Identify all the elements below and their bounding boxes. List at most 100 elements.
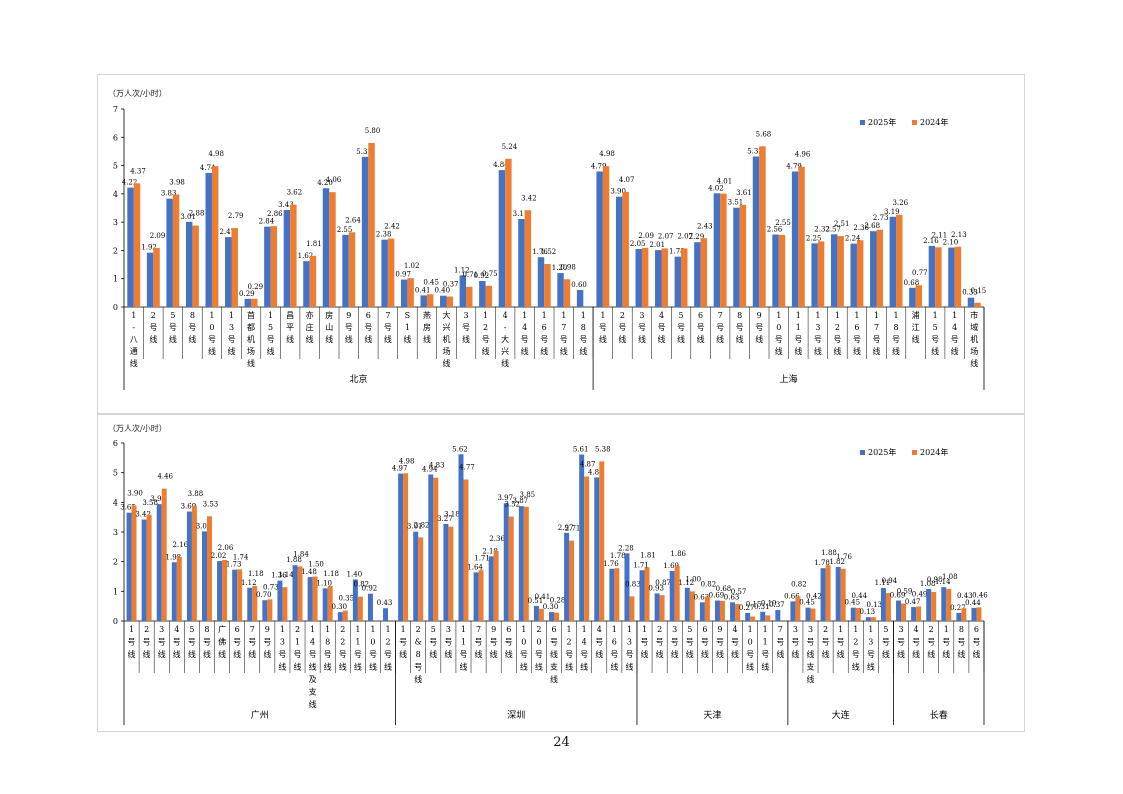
data-label-2025: 1.98 xyxy=(166,553,182,561)
bar-chart-1: 0 1 2 3 4 5 6 7 4.22 4.37 1 -八通线 1.92 2.09 2 号线 3.83 3.98… xyxy=(113,105,986,390)
data-label-2025: 2.25 xyxy=(806,234,822,242)
data-label-2025: 2.28 xyxy=(618,544,634,552)
x-tick-label: 1 2 号线 xyxy=(852,625,860,672)
bar-2025 xyxy=(635,249,642,307)
data-label-2024: 4.06 xyxy=(326,176,342,184)
bar-2025 xyxy=(760,611,766,621)
y-tick-label: 1 xyxy=(113,587,118,596)
bar-2024 xyxy=(931,591,937,621)
bar-2024 xyxy=(876,229,883,307)
data-label-2024: 1.81 xyxy=(306,240,322,248)
bar-2025 xyxy=(820,568,826,621)
bar-2025 xyxy=(775,610,781,621)
x-tick-label: 1 号线 xyxy=(599,311,607,344)
x-tick-label: 1 3 号线 xyxy=(867,625,875,672)
bar-2024 xyxy=(222,559,228,621)
bar-2024 xyxy=(719,600,725,621)
data-label-2025: 4.22 xyxy=(122,179,138,187)
bar-2025 xyxy=(400,279,408,307)
x-tick-label: 2 号线 xyxy=(149,311,157,344)
x-tick-label: 1 1 号线 xyxy=(354,625,362,672)
data-label-2025: 0.93 xyxy=(648,584,664,592)
x-tick-label: 1 4 号线 xyxy=(580,625,588,672)
data-label-2024: 5.38 xyxy=(595,445,611,453)
data-label-2024: 2.36 xyxy=(489,535,505,543)
bar-2025 xyxy=(156,504,162,621)
bar-2024 xyxy=(342,610,348,621)
data-label-2025: 3.87 xyxy=(513,497,529,505)
bar-2024 xyxy=(935,247,942,307)
x-tick-label: 亦庄线 xyxy=(306,310,314,344)
bar-2024 xyxy=(735,604,741,621)
x-tick-label: 3 号线 xyxy=(444,625,452,659)
data-label-2024: 3.90 xyxy=(127,489,143,497)
data-label-2024: 0.45 xyxy=(423,278,439,286)
x-tick-label: 5 号线 xyxy=(429,625,437,659)
data-label-2024: 0.37 xyxy=(443,281,459,289)
x-tick-label: 1 7 号线 xyxy=(560,311,568,356)
bar-2025 xyxy=(283,209,291,307)
bar-2024 xyxy=(485,285,493,307)
bar-2024 xyxy=(778,234,786,307)
bar-2024 xyxy=(674,565,680,621)
data-label-2024: 0.59 xyxy=(897,587,913,595)
x-tick-label: 1 2 号线 xyxy=(384,625,392,672)
bar-2024 xyxy=(146,514,152,621)
bar-2025 xyxy=(850,243,857,307)
bar-2024 xyxy=(798,166,805,307)
bar-2024 xyxy=(172,194,180,307)
legend-swatch-2024 xyxy=(912,450,917,455)
bar-2024 xyxy=(329,192,336,307)
x-tick-label: 浦江线 xyxy=(912,310,920,344)
bar-2024 xyxy=(916,606,922,621)
data-label-2024: 0.98 xyxy=(560,263,576,271)
x-tick-label: 1 0 号线 xyxy=(369,625,377,672)
data-label-2025: 3.69 xyxy=(181,503,197,511)
bar-2024 xyxy=(974,302,981,307)
bar-2025 xyxy=(337,612,343,621)
data-label-2024: 2.64 xyxy=(345,216,361,224)
bar-2025 xyxy=(459,275,467,307)
bar-2025 xyxy=(564,532,570,621)
x-tick-label: 1 0 号线 xyxy=(520,625,528,672)
data-label-2024: 0.35 xyxy=(338,595,354,603)
bar-2024 xyxy=(231,228,238,307)
bar-2025 xyxy=(948,247,955,307)
bar-2024 xyxy=(133,183,141,307)
x-tick-label: 1 3 号线 xyxy=(625,625,633,672)
x-tick-label: 6 号线 xyxy=(701,625,709,659)
group-label: 长春 xyxy=(930,709,948,721)
data-label-2024: 4.07 xyxy=(619,176,635,184)
legend-swatch-2025 xyxy=(860,120,865,125)
x-tick-label: 6 号线 xyxy=(233,625,241,659)
bar-2025 xyxy=(166,198,173,307)
data-label-2025: 2.18 xyxy=(482,547,498,555)
data-label-2024: 2.88 xyxy=(189,210,205,218)
bar-2025 xyxy=(557,273,564,307)
bar-2025 xyxy=(805,607,811,621)
bar-2025 xyxy=(185,221,193,307)
data-label-2025: 3.94 xyxy=(150,495,166,503)
bar-2025 xyxy=(322,588,328,621)
bar-2024 xyxy=(407,278,414,307)
bar-2025 xyxy=(458,454,464,621)
data-label-2025: 5.62 xyxy=(452,445,468,453)
x-tick-label: 8 号线 xyxy=(736,311,744,344)
data-label-2025: 1.69 xyxy=(663,562,679,570)
bar-2025 xyxy=(579,454,585,621)
bar-2024 xyxy=(954,246,962,307)
x-tick-label: 4 -大兴线 xyxy=(501,311,509,368)
data-label-2025: 3.19 xyxy=(884,208,900,216)
y-tick-label: 3 xyxy=(113,528,118,537)
x-tick-label: 2 号线 xyxy=(656,625,664,659)
data-label-2025: 0.51 xyxy=(528,597,544,605)
data-label-2024: 3.52 xyxy=(504,501,520,509)
data-label-2024: 2.36 xyxy=(853,224,869,232)
bar-2025 xyxy=(941,587,947,621)
x-tick-label: 6 号线支线 xyxy=(550,625,558,684)
bar-2024 xyxy=(524,210,532,307)
data-label-2025: 1.11 xyxy=(875,579,891,587)
bar-2024 xyxy=(153,247,160,307)
x-tick-label: 1 4 号线 xyxy=(521,311,529,356)
